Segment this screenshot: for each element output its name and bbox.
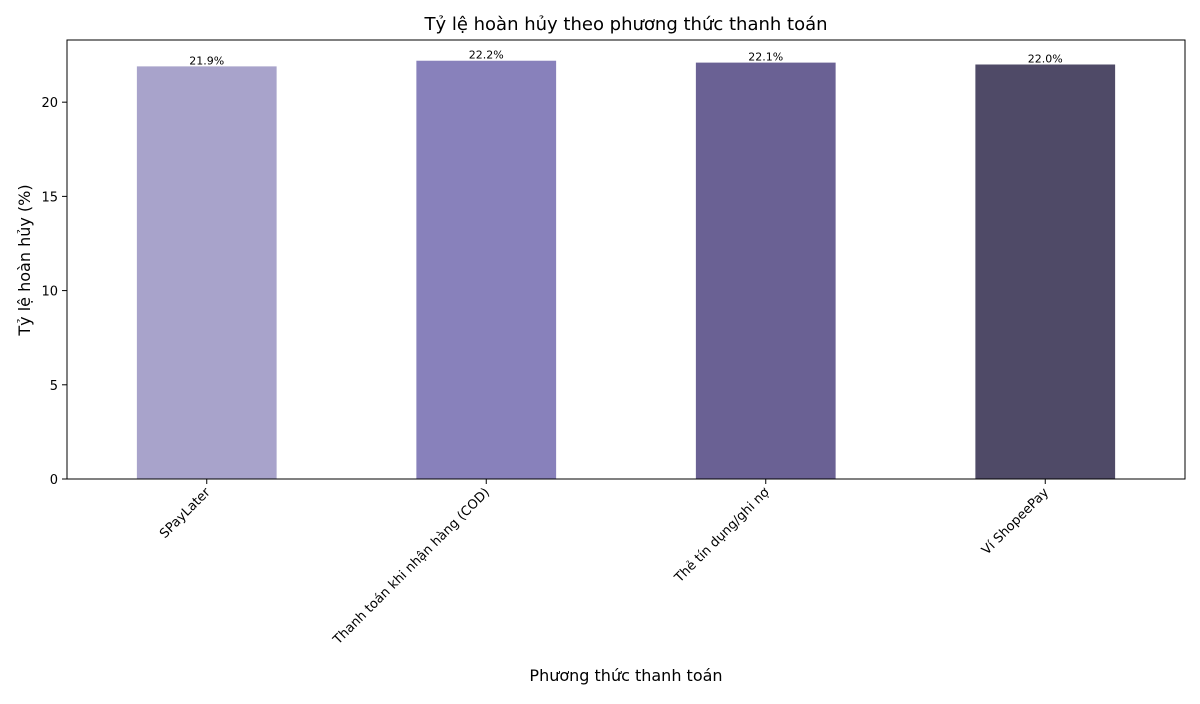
plot-area: 21.9% SPayLater 22.2% Thanh toán khi nhận h… <box>41 39 1186 648</box>
y-tick-label-4: 15 <box>41 190 58 205</box>
x-tick-label-4: Ví ShopeePay <box>979 485 1052 558</box>
x-tick-label-3: Thẻ tín dụng/ghi nợ <box>671 485 772 586</box>
y-tick-label-2: 5 <box>50 379 58 394</box>
bar-3 <box>695 62 836 480</box>
y-tick-label-3: 10 <box>41 285 58 300</box>
x-tick-label-2: Thanh toán khi nhận hàng (COD) <box>330 485 493 648</box>
y-tick-label-1: 0 <box>50 473 58 488</box>
x-tick-label-1: SPayLater <box>157 485 214 542</box>
x-axis-label: Phương thức thanh toán <box>529 666 722 685</box>
bar-value-label-3: 22.1% <box>748 51 783 64</box>
chart-title: Tỷ lệ hoàn hủy theo phương thức thanh to… <box>423 14 827 35</box>
bar-2 <box>416 60 557 480</box>
bar-value-label-2: 22.2% <box>469 49 504 62</box>
bar-1 <box>136 66 277 479</box>
bar-value-label-4: 22.0% <box>1028 52 1063 65</box>
plot-frame <box>66 39 1186 480</box>
y-tick-label-5: 20 <box>41 96 58 111</box>
bar-4 <box>975 64 1116 479</box>
bar-value-label-1: 21.9% <box>189 54 224 67</box>
y-axis-label: Tỷ lệ hoàn hủy (%) <box>15 184 34 336</box>
